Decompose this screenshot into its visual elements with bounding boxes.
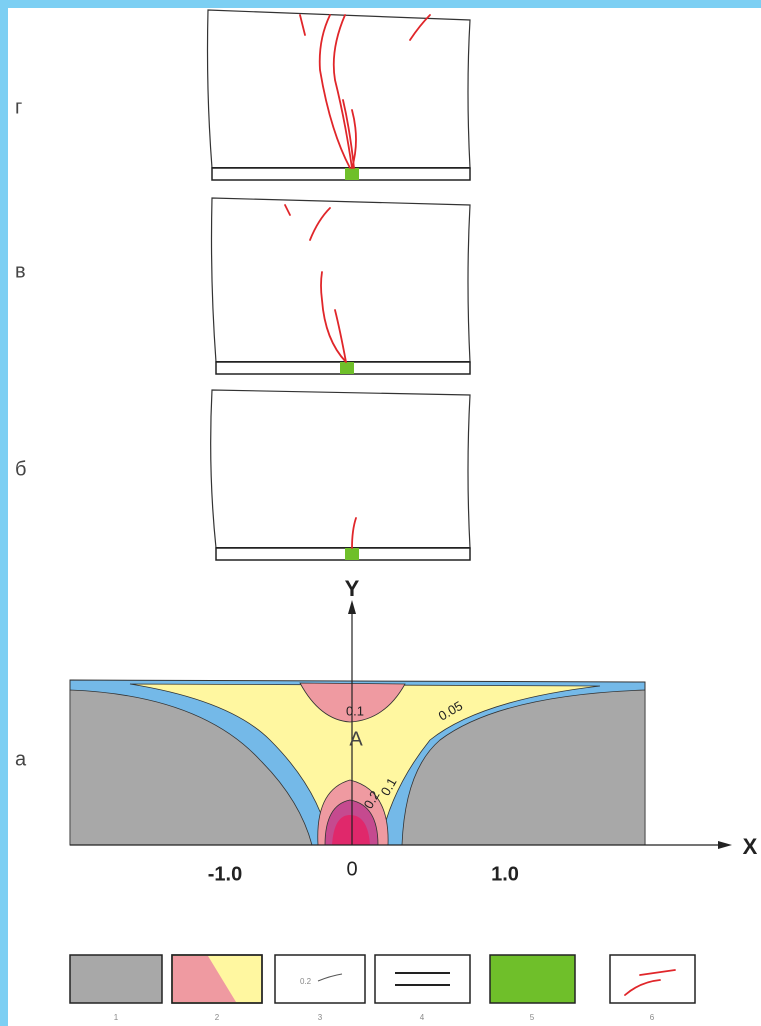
panel-label: б: [15, 458, 26, 480]
panel-label: в: [15, 260, 26, 282]
legend-number: 5: [530, 1013, 535, 1022]
panel-label: а: [15, 748, 27, 770]
axis-label: Y: [345, 576, 360, 601]
tick-label: -1.0: [208, 863, 242, 885]
contour-label: 0.1: [346, 703, 364, 718]
panel-label: г: [15, 96, 22, 118]
legend-number: 4: [420, 1013, 425, 1022]
axis-label: X: [743, 834, 758, 859]
legend-number: 3: [318, 1013, 323, 1022]
legend-number: 1: [114, 1013, 119, 1022]
tick-label: 0: [346, 858, 357, 880]
point-label: A: [349, 728, 363, 750]
legend-sample-label: 0.2: [300, 977, 312, 986]
legend-number: 2: [215, 1013, 220, 1022]
figure: г в б а Y X -1.0: [0, 0, 761, 1026]
tick-label: 1.0: [491, 863, 519, 885]
legend-number: 6: [650, 1013, 655, 1022]
page: {"panels": [{"label": "г"}, {"label": "в…: [0, 0, 761, 1026]
